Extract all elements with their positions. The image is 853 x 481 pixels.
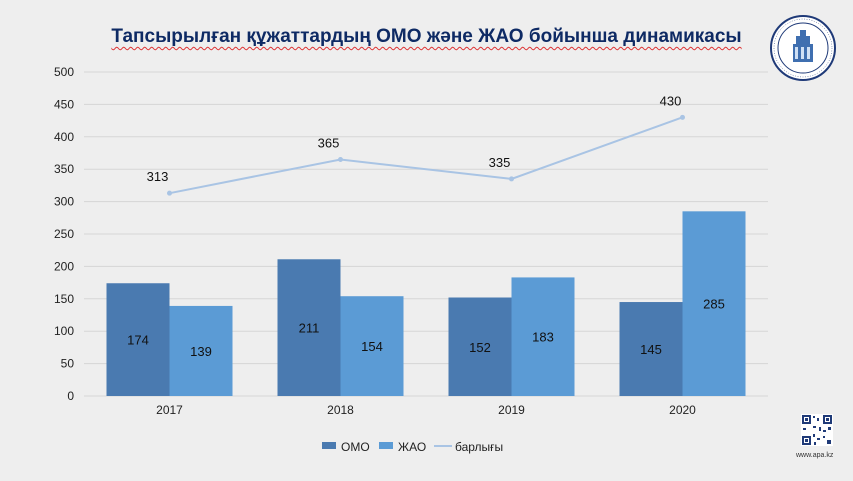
y-tick-label: 0 <box>67 389 74 403</box>
bar-jao <box>511 277 575 396</box>
bar-value-label: 183 <box>532 330 554 345</box>
bar-jao <box>682 211 746 396</box>
total-value-label: 365 <box>318 135 340 150</box>
bar-jao <box>169 305 233 396</box>
bar-value-label: 174 <box>127 333 149 348</box>
y-tick-label: 200 <box>54 259 74 273</box>
legend-label: ЖАО <box>398 440 426 454</box>
total-line-point <box>338 156 343 162</box>
total-value-label: 313 <box>147 169 169 184</box>
bar-omo <box>106 283 170 396</box>
legend-swatch-jao <box>379 442 393 449</box>
website-label: www.apa.kz <box>796 452 834 459</box>
emblem-icon <box>769 14 837 82</box>
total-line-point <box>509 176 514 182</box>
axes: 0 50 100 150 200 250 300 350 400 450 500 2017 2018 20… <box>54 65 696 417</box>
bar-value-label: 211 <box>299 321 320 336</box>
bar-value-label: 154 <box>361 339 383 354</box>
bar-omo <box>448 297 512 396</box>
x-tick-label: 2017 <box>156 403 183 417</box>
legend-label: барлығы <box>455 440 503 454</box>
y-tick-label: 250 <box>54 227 74 241</box>
y-tick-label: 350 <box>54 162 74 176</box>
y-tick-label: 300 <box>54 195 74 209</box>
bar-jao <box>340 296 404 396</box>
y-tick-label: 150 <box>54 292 74 306</box>
bar-value-label: 145 <box>640 342 662 357</box>
x-tick-label: 2018 <box>327 403 354 417</box>
y-tick-label: 400 <box>54 130 74 144</box>
x-tick-label: 2019 <box>498 403 525 417</box>
x-tick-label: 2020 <box>669 403 696 417</box>
total-line-point <box>680 114 685 120</box>
total-line-point <box>167 190 172 196</box>
chart-title: Тапсырылған құжаттардың ОМО және ЖАО бой… <box>111 26 742 47</box>
legend-label: ОМО <box>341 440 370 454</box>
legend: ОМО ЖАО барлығы <box>322 440 503 454</box>
total-value-label: 335 <box>489 155 511 170</box>
data-labels: 174 139 211 154 152 183 145 285 313 365 335 430 <box>127 93 725 359</box>
total-value-label: 430 <box>660 93 682 108</box>
y-tick-label: 50 <box>61 357 75 371</box>
total-line <box>167 114 685 196</box>
bar-value-label: 139 <box>190 344 212 359</box>
bar-omo <box>619 302 683 396</box>
total-line-path <box>169 116 683 195</box>
qr-code-icon <box>801 414 833 446</box>
y-tick-label: 500 <box>54 65 74 79</box>
y-tick-label: 100 <box>54 324 74 338</box>
bar-omo <box>277 259 341 396</box>
legend-swatch-omo <box>322 442 336 449</box>
bar-value-label: 285 <box>703 297 725 312</box>
y-tick-label: 450 <box>54 97 74 111</box>
bars <box>106 211 746 396</box>
bar-value-label: 152 <box>469 340 491 355</box>
